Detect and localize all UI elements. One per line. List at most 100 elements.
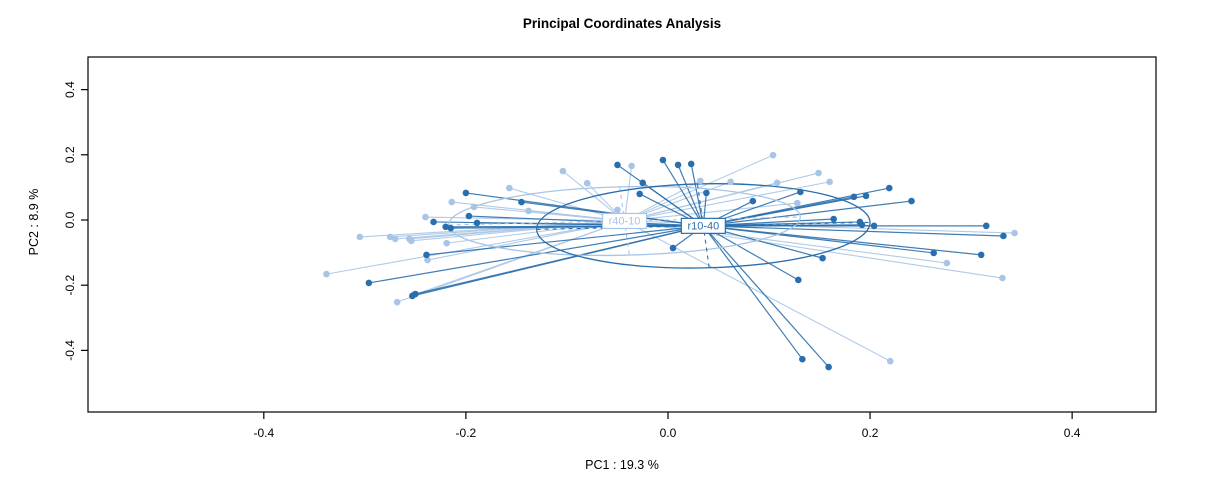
data-point — [442, 223, 449, 231]
data-point — [799, 355, 806, 363]
data-point — [815, 169, 822, 177]
data-point — [423, 251, 430, 259]
data-point — [749, 197, 757, 205]
data-point — [430, 218, 437, 226]
data-point — [465, 212, 473, 220]
data-point — [506, 184, 513, 192]
data-point — [614, 206, 621, 214]
data-point — [356, 233, 364, 241]
data-point — [797, 188, 804, 196]
spider-line — [624, 220, 891, 362]
data-point — [697, 177, 704, 185]
spider-line — [413, 220, 625, 296]
spider-line — [624, 172, 819, 222]
spider-line — [703, 225, 1004, 237]
data-point — [422, 213, 429, 221]
data-point — [1011, 229, 1018, 237]
x-tick-label: 0.4 — [1064, 426, 1081, 440]
data-point — [858, 221, 866, 229]
spider-line — [702, 225, 830, 368]
data-point — [674, 161, 682, 169]
data-point — [886, 357, 894, 365]
group-label: r40-10 — [609, 216, 641, 228]
spider-line — [703, 187, 890, 227]
data-point — [391, 235, 399, 243]
data-point — [773, 179, 781, 187]
data-point — [473, 219, 481, 227]
data-point — [462, 189, 470, 197]
data-point — [703, 189, 710, 197]
spider-line — [624, 202, 798, 222]
data-point — [794, 199, 801, 207]
group-label-box — [680, 217, 726, 234]
x-tick-label: 0.2 — [862, 426, 879, 440]
data-point — [830, 215, 837, 223]
data-point — [614, 161, 621, 169]
data-point — [636, 190, 643, 198]
data-point — [727, 178, 734, 186]
data-point — [447, 224, 455, 232]
data-point — [639, 179, 647, 187]
group-label-box — [601, 212, 648, 230]
data-point — [908, 197, 915, 205]
data-point — [518, 198, 525, 206]
data-point — [977, 251, 985, 259]
data-point — [412, 290, 419, 298]
data-point — [525, 207, 532, 215]
spider-line — [427, 220, 625, 261]
group-ellipse — [448, 185, 801, 257]
data-point — [424, 256, 431, 264]
data-point — [862, 192, 870, 200]
data-point — [323, 270, 330, 278]
data-point — [470, 203, 478, 211]
data-point — [628, 162, 635, 170]
data-point — [1000, 232, 1007, 240]
x-tick-label: -0.4 — [253, 426, 274, 440]
data-point — [769, 151, 777, 159]
y-axis-label: PC2 : 8.9 % — [27, 189, 41, 256]
spider-line — [426, 225, 704, 256]
data-point — [982, 222, 990, 230]
data-point — [826, 178, 833, 186]
spider-line — [326, 220, 625, 275]
data-point — [443, 239, 450, 247]
data-point — [559, 167, 567, 175]
spider-line — [677, 164, 704, 227]
spider-line — [662, 159, 704, 227]
data-point — [850, 193, 858, 201]
data-point — [999, 274, 1006, 282]
y-tick-label: -0.4 — [63, 340, 77, 361]
ellipse-major-axis — [448, 216, 801, 226]
x-tick-label: 0.0 — [660, 426, 677, 440]
spider-line — [703, 200, 912, 227]
data-point — [870, 222, 878, 230]
data-point — [659, 156, 667, 164]
data-point — [825, 363, 832, 371]
x-axis-label: PC1 : 19.3 % — [585, 458, 659, 472]
x-tick-label: -0.2 — [456, 426, 477, 440]
y-tick-label: -0.2 — [63, 275, 77, 296]
data-point — [795, 276, 802, 284]
spider-line — [415, 225, 704, 295]
data-point — [386, 233, 394, 241]
spider-line — [468, 215, 704, 227]
data-point — [393, 298, 401, 306]
y-tick-label: 0.2 — [63, 146, 77, 163]
data-point — [448, 198, 456, 206]
spider-line — [690, 163, 704, 226]
plot-box — [87, 56, 1157, 413]
chart-title: Principal Coordinates Analysis — [523, 16, 721, 31]
y-tick-label: 0.0 — [63, 211, 77, 228]
group-label: r10-40 — [687, 221, 719, 233]
data-point — [885, 184, 893, 192]
spider-line — [703, 225, 799, 281]
data-point — [943, 259, 951, 267]
plot-content: -0.4 -0.2 0.0 0.2 0.4 -0.4 -0.2 0.0 0.2 0.4 r40-10… — [63, 56, 1157, 440]
data-point — [669, 244, 677, 252]
y-tick-label: 0.4 — [63, 81, 77, 98]
spider-line — [624, 220, 947, 264]
spider-line — [368, 225, 704, 284]
data-point — [819, 254, 826, 262]
